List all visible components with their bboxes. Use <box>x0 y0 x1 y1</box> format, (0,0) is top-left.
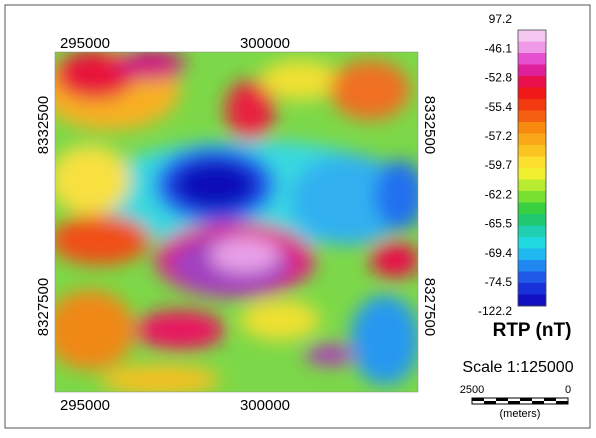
x-label: 300000 <box>240 397 290 414</box>
colorbar-label: -69.4 <box>485 246 513 260</box>
scale-left: 2500 <box>460 384 484 396</box>
colorbar-segment <box>518 42 546 54</box>
colorbar-label: -122.2 <box>478 304 512 318</box>
colorbar-segment <box>518 260 546 272</box>
colorbar-segment <box>518 214 546 226</box>
colorbar-label: -46.1 <box>485 41 513 55</box>
colorbar-segment <box>518 134 546 146</box>
colorbar-segment <box>518 226 546 238</box>
rtp-map <box>40 50 425 395</box>
colorbar-label: -65.5 <box>485 217 513 231</box>
colorbar-segment <box>518 249 546 261</box>
colorbar-segment <box>518 53 546 65</box>
scale-unit: (meters) <box>500 408 541 420</box>
x-label: 300000 <box>240 35 290 52</box>
colorbar-segment <box>518 168 546 180</box>
colorbar-label: -59.7 <box>485 158 513 172</box>
y-label: 8327500 <box>35 278 52 336</box>
scale-right: 0 <box>565 384 571 396</box>
colorbar-segment <box>518 88 546 100</box>
colorbar-segment <box>518 99 546 111</box>
y-label: 8332500 <box>35 96 52 154</box>
y-label: 8332500 <box>421 96 438 154</box>
colorbar-segment <box>518 76 546 88</box>
y-label: 8327500 <box>421 278 438 336</box>
colorbar-label: -57.2 <box>485 129 513 143</box>
map-figure: 295000 300000 295000 300000 8332500 8327… <box>0 0 596 438</box>
colorbar-segment <box>518 145 546 157</box>
legend-title: RTP (nT) <box>493 320 572 341</box>
colorbar-label: -62.2 <box>485 187 513 201</box>
colorbar-segment <box>518 283 546 295</box>
colorbar-segment <box>518 30 546 42</box>
x-label: 295000 <box>60 35 110 52</box>
colorbar-label: -74.5 <box>485 275 513 289</box>
colorbar-segment <box>518 122 546 134</box>
scale-text: Scale 1:125000 <box>462 359 573 376</box>
colorbar-segment <box>518 111 546 123</box>
colorbar-label: -55.4 <box>485 100 513 114</box>
colorbar-segment <box>518 237 546 249</box>
scale-bar <box>472 398 568 404</box>
colorbar-segment <box>518 180 546 192</box>
colorbar-segment <box>518 295 546 307</box>
colorbar-segment <box>518 191 546 203</box>
colorbar-segment <box>518 157 546 169</box>
colorbar: 97.2 -46.1 -52.8 -55.4 -57.2 -59.7 -62.2 -65.5 -… <box>478 12 546 318</box>
x-label: 295000 <box>60 397 110 414</box>
colorbar-segment <box>518 272 546 284</box>
colorbar-label: 97.2 <box>489 12 513 26</box>
colorbar-segment <box>518 65 546 77</box>
colorbar-label: -52.8 <box>485 71 513 85</box>
colorbar-segment <box>518 203 546 215</box>
